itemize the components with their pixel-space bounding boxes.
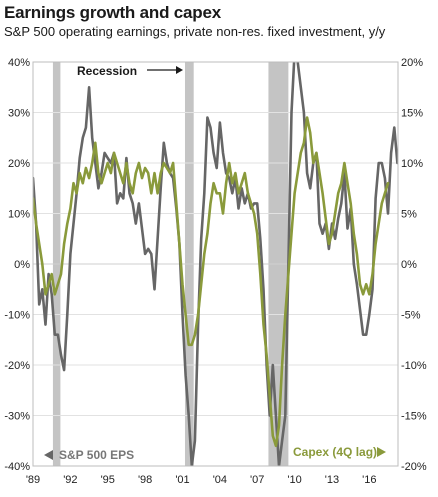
right-tick-label: 10%: [401, 158, 423, 170]
left-axis: 40% 30% 20% 10% 0% -10% -20% -30% -40%: [4, 57, 30, 473]
x-tick-label: '98: [138, 474, 152, 486]
left-tick-label: -10%: [4, 310, 30, 322]
x-axis: '89 '92 '95 '98 '01 '04 '07 '10 '13 '16: [26, 474, 377, 486]
right-tick-label: 5%: [401, 209, 417, 221]
left-tick-label: 10%: [8, 209, 30, 221]
recession-callout: Recession: [77, 64, 183, 78]
right-tick-label: -20%: [401, 461, 427, 473]
x-tick-label: '89: [26, 474, 40, 486]
right-tick-label: -10%: [401, 360, 427, 372]
legend-capex-label: Capex (4Q lag): [293, 445, 377, 459]
x-tick-label: '95: [101, 474, 115, 486]
plot-frame: [32, 61, 399, 467]
series-lines: [33, 62, 398, 466]
chart-subtitle: S&P 500 operating earnings, private non-…: [4, 24, 386, 39]
x-tick-label: '07: [250, 474, 264, 486]
left-tick-label: 0%: [14, 259, 30, 271]
recession-arrow-head: [176, 66, 183, 74]
left-tick-label: 40%: [8, 57, 30, 69]
right-axis: 20% 15% 10% 5% 0% -5% -10% -15% -20%: [401, 57, 427, 473]
right-tick-label: 15%: [401, 108, 423, 120]
right-tick-label: -5%: [401, 310, 421, 322]
left-tick-label: -20%: [4, 360, 30, 372]
legend-eps: S&P 500 EPS: [44, 448, 134, 462]
recession-label: Recession: [77, 64, 137, 78]
legend-capex: Capex (4Q lag): [293, 445, 386, 459]
chart-title: Earnings growth and capex: [4, 3, 221, 22]
x-tick-label: '10: [287, 474, 301, 486]
capex-arrow-icon: [377, 447, 386, 457]
x-tick-label: '04: [213, 474, 227, 486]
x-tick-label: '13: [325, 474, 339, 486]
series-capex-line: [33, 116, 390, 448]
left-tick-label: 30%: [8, 108, 30, 120]
right-tick-label: 0%: [401, 259, 417, 271]
eps-arrow-icon: [44, 450, 53, 460]
right-tick-label: -15%: [401, 411, 427, 423]
left-tick-label: 20%: [8, 158, 30, 170]
left-tick-label: -40%: [4, 461, 30, 473]
legend-eps-label: S&P 500 EPS: [59, 448, 134, 462]
right-tick-label: 20%: [401, 57, 423, 69]
left-tick-label: -30%: [4, 411, 30, 423]
x-tick-label: '16: [362, 474, 376, 486]
x-tick-label: '01: [175, 474, 189, 486]
x-tick-label: '92: [63, 474, 77, 486]
